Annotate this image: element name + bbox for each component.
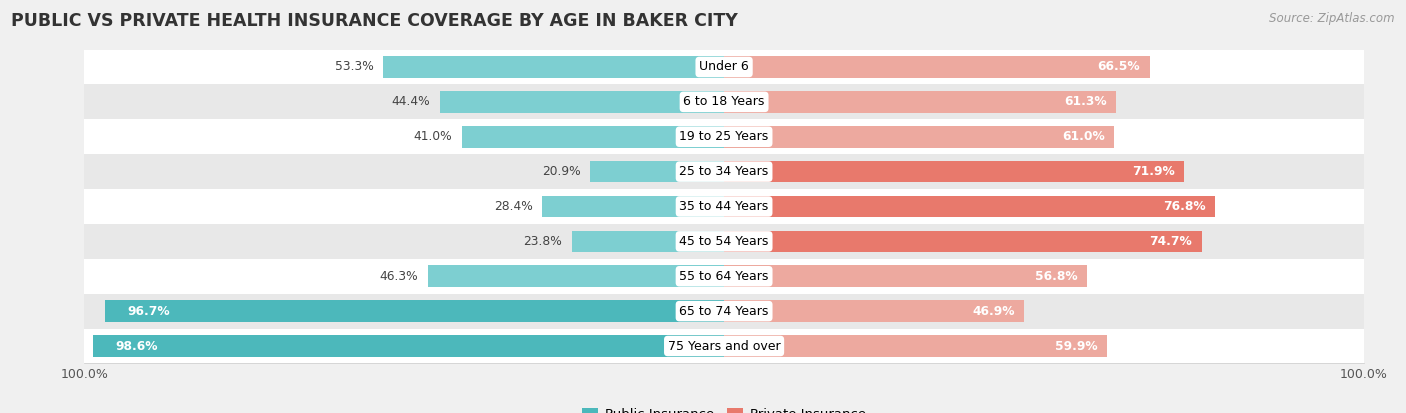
Text: 71.9%: 71.9%: [1132, 165, 1174, 178]
Bar: [84, 329, 1364, 363]
Bar: [724, 161, 1184, 183]
Text: 46.3%: 46.3%: [380, 270, 419, 283]
Bar: [543, 196, 724, 217]
Text: 35 to 44 Years: 35 to 44 Years: [679, 200, 769, 213]
Bar: [84, 119, 1364, 154]
Text: 75 Years and over: 75 Years and over: [668, 339, 780, 353]
Bar: [382, 56, 724, 78]
Bar: [724, 56, 1150, 78]
Bar: [84, 224, 1364, 259]
Text: 66.5%: 66.5%: [1097, 60, 1140, 74]
Text: 96.7%: 96.7%: [128, 305, 170, 318]
Text: 44.4%: 44.4%: [392, 95, 430, 108]
Text: 53.3%: 53.3%: [335, 60, 374, 74]
Bar: [84, 50, 1364, 84]
Text: 98.6%: 98.6%: [115, 339, 159, 353]
Text: Source: ZipAtlas.com: Source: ZipAtlas.com: [1270, 12, 1395, 25]
Legend: Public Insurance, Private Insurance: Public Insurance, Private Insurance: [576, 402, 872, 413]
Bar: [461, 126, 724, 147]
Bar: [724, 335, 1108, 357]
Text: 74.7%: 74.7%: [1150, 235, 1192, 248]
Bar: [84, 154, 1364, 189]
Text: 23.8%: 23.8%: [523, 235, 562, 248]
Bar: [427, 266, 724, 287]
Text: 6 to 18 Years: 6 to 18 Years: [683, 95, 765, 108]
Bar: [84, 259, 1364, 294]
Bar: [572, 230, 724, 252]
Bar: [105, 300, 724, 322]
Bar: [84, 294, 1364, 329]
Text: 28.4%: 28.4%: [494, 200, 533, 213]
Bar: [724, 230, 1202, 252]
Bar: [93, 335, 724, 357]
Bar: [724, 196, 1215, 217]
Text: 41.0%: 41.0%: [413, 130, 453, 143]
Text: 59.9%: 59.9%: [1054, 339, 1098, 353]
Text: 76.8%: 76.8%: [1163, 200, 1206, 213]
Bar: [440, 91, 724, 113]
Text: 55 to 64 Years: 55 to 64 Years: [679, 270, 769, 283]
Text: 45 to 54 Years: 45 to 54 Years: [679, 235, 769, 248]
Bar: [724, 300, 1024, 322]
Text: 20.9%: 20.9%: [543, 165, 581, 178]
Text: 56.8%: 56.8%: [1035, 270, 1078, 283]
Text: 46.9%: 46.9%: [972, 305, 1015, 318]
Bar: [724, 91, 1116, 113]
Text: PUBLIC VS PRIVATE HEALTH INSURANCE COVERAGE BY AGE IN BAKER CITY: PUBLIC VS PRIVATE HEALTH INSURANCE COVER…: [11, 12, 738, 31]
Bar: [84, 189, 1364, 224]
Bar: [724, 266, 1087, 287]
Text: 61.0%: 61.0%: [1062, 130, 1105, 143]
Text: 65 to 74 Years: 65 to 74 Years: [679, 305, 769, 318]
Text: 61.3%: 61.3%: [1064, 95, 1107, 108]
Bar: [84, 84, 1364, 119]
Bar: [724, 126, 1115, 147]
Text: Under 6: Under 6: [699, 60, 749, 74]
Text: 25 to 34 Years: 25 to 34 Years: [679, 165, 769, 178]
Text: 19 to 25 Years: 19 to 25 Years: [679, 130, 769, 143]
Bar: [591, 161, 724, 183]
